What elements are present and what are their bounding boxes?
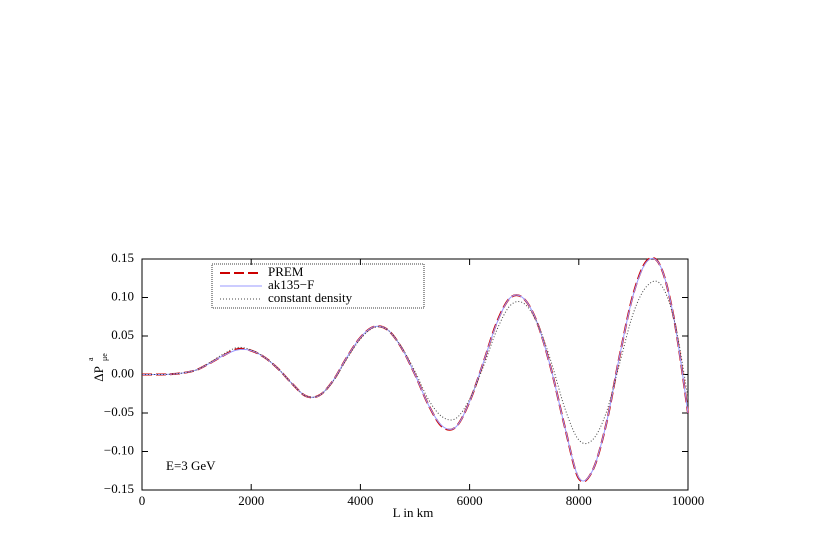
legend-label: PREM xyxy=(268,264,304,279)
legend-label: ak135−F xyxy=(268,277,314,292)
annotation: E=3 GeV xyxy=(166,458,216,473)
y-tick-label: −0.10 xyxy=(104,442,134,457)
x-tick-label: 2000 xyxy=(238,493,264,508)
y-tick-label: 0.00 xyxy=(111,365,134,380)
y-tick-label: −0.15 xyxy=(104,481,134,496)
x-tick-label: 0 xyxy=(139,493,146,508)
x-axis-label: L in km xyxy=(393,505,434,520)
y-axis-label-sup: a xyxy=(86,357,95,361)
x-tick-label: 10000 xyxy=(672,493,705,508)
series-line xyxy=(141,280,689,445)
legend-label: constant density xyxy=(268,290,353,305)
y-axis-label-group: ΔP a μe xyxy=(86,353,109,382)
y-axis-label-sub: μe xyxy=(100,353,109,361)
y-tick-label: 0.10 xyxy=(111,288,134,303)
y-tick-label: 0.15 xyxy=(111,250,134,265)
series-line xyxy=(141,257,689,482)
x-tick-label: 4000 xyxy=(347,493,373,508)
y-axis-label: ΔP xyxy=(91,366,106,382)
x-tick-label: 6000 xyxy=(457,493,483,508)
x-tick-label: 8000 xyxy=(566,493,592,508)
y-tick-label: −0.05 xyxy=(104,404,134,419)
y-tick-label: 0.05 xyxy=(111,327,134,342)
